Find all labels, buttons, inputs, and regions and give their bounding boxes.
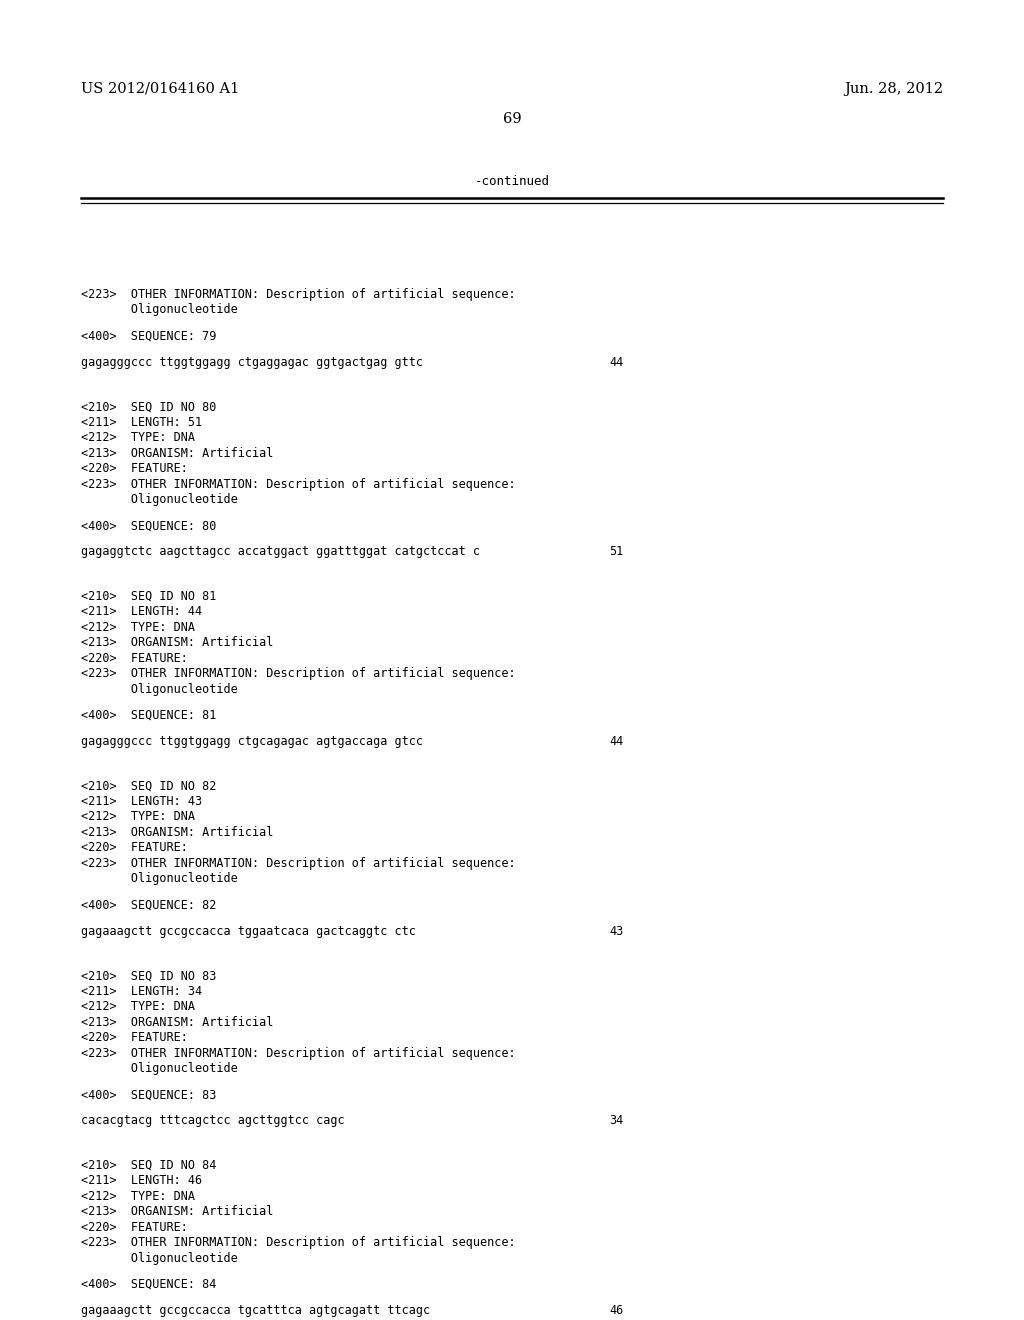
Text: 43: 43 bbox=[609, 924, 624, 937]
Text: <223>  OTHER INFORMATION: Description of artificial sequence:: <223> OTHER INFORMATION: Description of … bbox=[81, 1237, 515, 1249]
Text: <400>  SEQUENCE: 79: <400> SEQUENCE: 79 bbox=[81, 330, 216, 342]
Text: <220>  FEATURE:: <220> FEATURE: bbox=[81, 462, 187, 475]
Text: <400>  SEQUENCE: 80: <400> SEQUENCE: 80 bbox=[81, 519, 216, 532]
Text: <212>  TYPE: DNA: <212> TYPE: DNA bbox=[81, 1001, 195, 1012]
Text: Jun. 28, 2012: Jun. 28, 2012 bbox=[844, 82, 943, 96]
Text: <223>  OTHER INFORMATION: Description of artificial sequence:: <223> OTHER INFORMATION: Description of … bbox=[81, 668, 515, 680]
Text: <223>  OTHER INFORMATION: Description of artificial sequence:: <223> OTHER INFORMATION: Description of … bbox=[81, 1047, 515, 1060]
Text: <220>  FEATURE:: <220> FEATURE: bbox=[81, 652, 187, 665]
Text: Oligonucleotide: Oligonucleotide bbox=[81, 494, 238, 506]
Text: <223>  OTHER INFORMATION: Description of artificial sequence:: <223> OTHER INFORMATION: Description of … bbox=[81, 857, 515, 870]
Text: <211>  LENGTH: 44: <211> LENGTH: 44 bbox=[81, 606, 202, 618]
Text: <223>  OTHER INFORMATION: Description of artificial sequence:: <223> OTHER INFORMATION: Description of … bbox=[81, 478, 515, 491]
Text: <211>  LENGTH: 46: <211> LENGTH: 46 bbox=[81, 1175, 202, 1187]
Text: gagaggtctc aagcttagcc accatggact ggatttggat catgctccat c: gagaggtctc aagcttagcc accatggact ggatttg… bbox=[81, 545, 480, 558]
Text: 34: 34 bbox=[609, 1114, 624, 1127]
Text: <213>  ORGANISM: Artificial: <213> ORGANISM: Artificial bbox=[81, 446, 273, 459]
Text: <210>  SEQ ID NO 81: <210> SEQ ID NO 81 bbox=[81, 590, 216, 603]
Text: Oligonucleotide: Oligonucleotide bbox=[81, 682, 238, 696]
Text: cacacgtacg tttcagctcc agcttggtcc cagc: cacacgtacg tttcagctcc agcttggtcc cagc bbox=[81, 1114, 344, 1127]
Text: 51: 51 bbox=[609, 545, 624, 558]
Text: <213>  ORGANISM: Artificial: <213> ORGANISM: Artificial bbox=[81, 636, 273, 649]
Text: <213>  ORGANISM: Artificial: <213> ORGANISM: Artificial bbox=[81, 1205, 273, 1218]
Text: 44: 44 bbox=[609, 355, 624, 368]
Text: <211>  LENGTH: 34: <211> LENGTH: 34 bbox=[81, 985, 202, 998]
Text: <400>  SEQUENCE: 83: <400> SEQUENCE: 83 bbox=[81, 1088, 216, 1101]
Text: <211>  LENGTH: 51: <211> LENGTH: 51 bbox=[81, 416, 202, 429]
Text: Oligonucleotide: Oligonucleotide bbox=[81, 873, 238, 886]
Text: gagagggccc ttggtggagg ctgaggagac ggtgactgag gttc: gagagggccc ttggtggagg ctgaggagac ggtgact… bbox=[81, 355, 423, 368]
Text: Oligonucleotide: Oligonucleotide bbox=[81, 304, 238, 317]
Text: Oligonucleotide: Oligonucleotide bbox=[81, 1251, 238, 1265]
Text: gagagggccc ttggtggagg ctgcagagac agtgaccaga gtcc: gagagggccc ttggtggagg ctgcagagac agtgacc… bbox=[81, 735, 423, 748]
Text: 44: 44 bbox=[609, 735, 624, 748]
Text: <400>  SEQUENCE: 82: <400> SEQUENCE: 82 bbox=[81, 899, 216, 912]
Text: US 2012/0164160 A1: US 2012/0164160 A1 bbox=[81, 82, 240, 96]
Text: <220>  FEATURE:: <220> FEATURE: bbox=[81, 1221, 187, 1234]
Text: <212>  TYPE: DNA: <212> TYPE: DNA bbox=[81, 432, 195, 444]
Text: gagaaagctt gccgccacca tggaatcaca gactcaggtc ctc: gagaaagctt gccgccacca tggaatcaca gactcag… bbox=[81, 924, 416, 937]
Text: <400>  SEQUENCE: 84: <400> SEQUENCE: 84 bbox=[81, 1278, 216, 1291]
Text: <213>  ORGANISM: Artificial: <213> ORGANISM: Artificial bbox=[81, 1015, 273, 1028]
Text: <210>  SEQ ID NO 84: <210> SEQ ID NO 84 bbox=[81, 1159, 216, 1172]
Text: -continued: -continued bbox=[474, 176, 550, 187]
Text: <220>  FEATURE:: <220> FEATURE: bbox=[81, 1031, 187, 1044]
Text: <213>  ORGANISM: Artificial: <213> ORGANISM: Artificial bbox=[81, 826, 273, 840]
Text: <212>  TYPE: DNA: <212> TYPE: DNA bbox=[81, 810, 195, 824]
Text: <210>  SEQ ID NO 80: <210> SEQ ID NO 80 bbox=[81, 400, 216, 413]
Text: Oligonucleotide: Oligonucleotide bbox=[81, 1063, 238, 1074]
Text: <212>  TYPE: DNA: <212> TYPE: DNA bbox=[81, 620, 195, 634]
Text: <212>  TYPE: DNA: <212> TYPE: DNA bbox=[81, 1189, 195, 1203]
Text: <210>  SEQ ID NO 82: <210> SEQ ID NO 82 bbox=[81, 779, 216, 792]
Text: <220>  FEATURE:: <220> FEATURE: bbox=[81, 841, 187, 854]
Text: <211>  LENGTH: 43: <211> LENGTH: 43 bbox=[81, 795, 202, 808]
Text: <223>  OTHER INFORMATION: Description of artificial sequence:: <223> OTHER INFORMATION: Description of … bbox=[81, 288, 515, 301]
Text: 46: 46 bbox=[609, 1304, 624, 1317]
Text: <400>  SEQUENCE: 81: <400> SEQUENCE: 81 bbox=[81, 709, 216, 722]
Text: <210>  SEQ ID NO 83: <210> SEQ ID NO 83 bbox=[81, 969, 216, 982]
Text: gagaaagctt gccgccacca tgcatttca agtgcagatt ttcagc: gagaaagctt gccgccacca tgcatttca agtgcaga… bbox=[81, 1304, 430, 1317]
Text: 69: 69 bbox=[503, 112, 521, 125]
